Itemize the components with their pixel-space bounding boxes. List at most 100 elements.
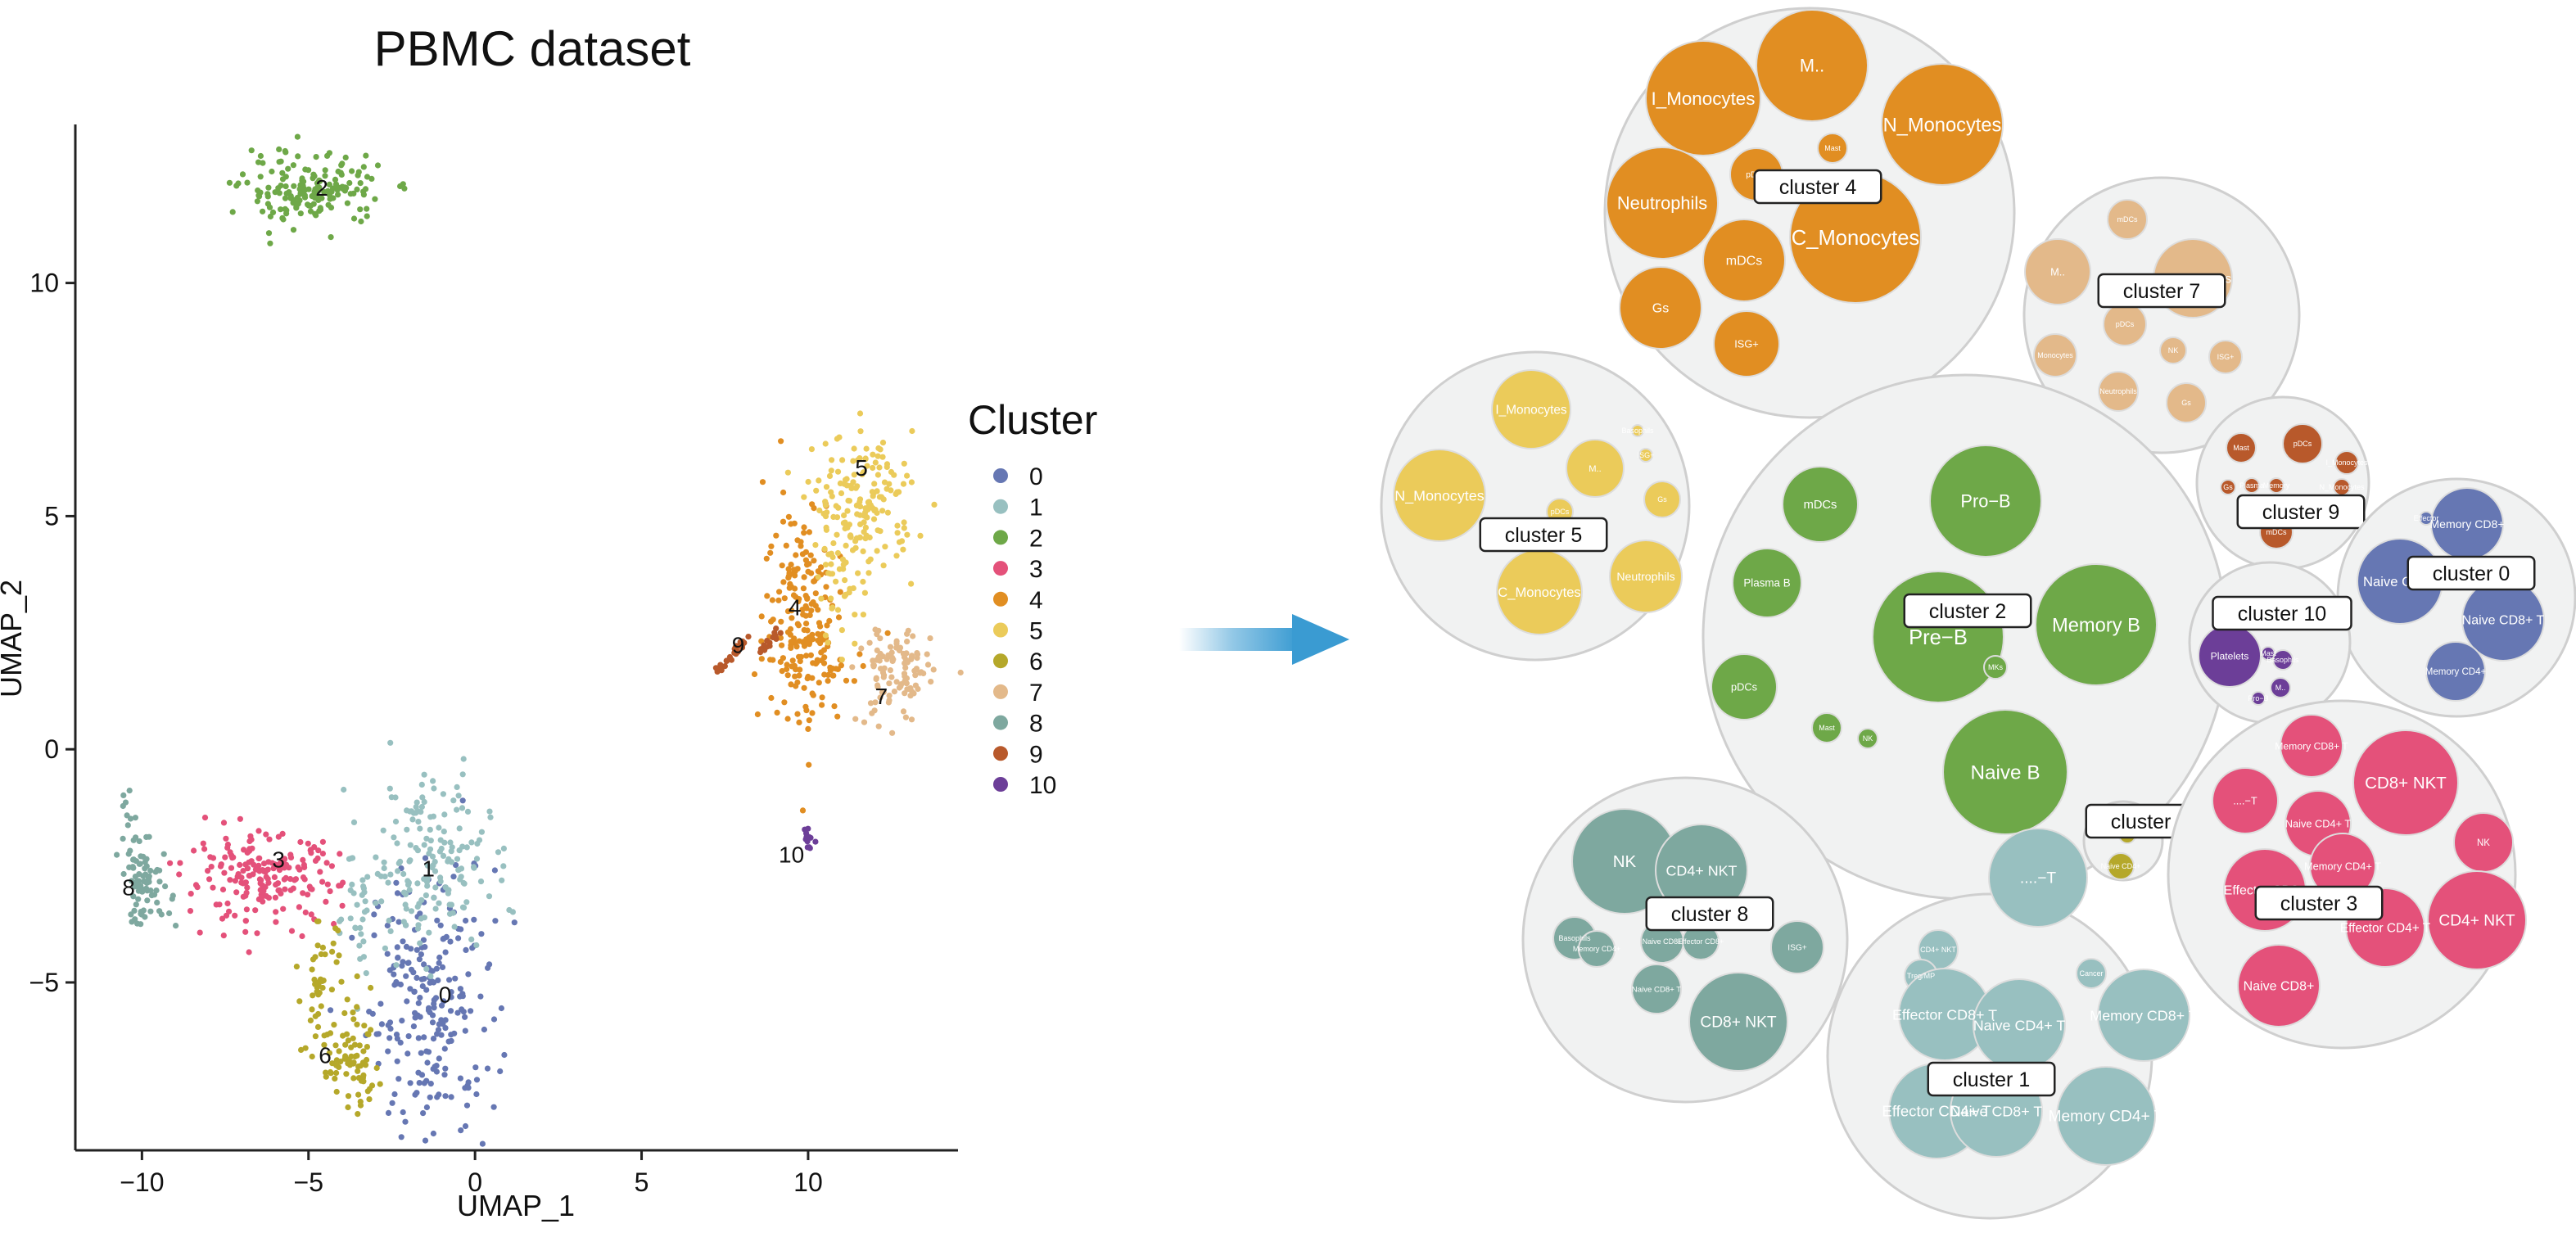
umap-point [459, 797, 466, 804]
umap-point [863, 445, 870, 452]
umap-point [389, 1100, 395, 1106]
umap-point [176, 871, 183, 878]
umap-point [804, 675, 811, 682]
bubble-celltype [1491, 369, 1571, 449]
umap-point [364, 1031, 371, 1037]
umap-point [282, 195, 289, 201]
umap-point [226, 908, 233, 915]
umap-point [142, 871, 149, 878]
umap-point [260, 160, 266, 166]
umap-point [829, 457, 835, 463]
umap-point [439, 964, 446, 970]
bubble-group-cluster-5: I_Monocytes N_Monocytes M.. Gs Neutrophils C_… [1380, 350, 1691, 662]
umap-point [246, 859, 252, 865]
umap-point [468, 1008, 474, 1014]
umap-point [763, 555, 770, 562]
bubble-celltype-label: Memory CD4+ [1573, 945, 1620, 953]
cluster-tag-label: cluster 2 [1929, 600, 2006, 623]
umap-point [264, 875, 271, 883]
umap-point [855, 570, 861, 576]
cluster-tag-box [2097, 273, 2226, 309]
umap-point [233, 889, 240, 896]
umap-point [838, 490, 845, 497]
bubble-celltype-label: Naive CD4+ [2101, 862, 2141, 870]
umap-point [450, 797, 457, 804]
umap-point [784, 469, 792, 476]
umap-point [423, 835, 430, 842]
bubble-celltype [2097, 969, 2190, 1062]
bubble-celltype [2237, 944, 2321, 1027]
umap-point [465, 1085, 472, 1091]
bubble-celltype-label: Gs [1652, 302, 1669, 316]
umap-point [385, 1109, 392, 1116]
umap-point [884, 509, 891, 516]
bubble-celltype-label: Naive CD8+ T [1632, 985, 1681, 994]
umap-point [323, 860, 330, 866]
umap-point [295, 864, 301, 870]
umap-point [255, 855, 262, 862]
umap-point [427, 838, 434, 844]
umap-point [352, 924, 359, 931]
umap-point [290, 227, 297, 233]
umap-point [824, 622, 830, 629]
umap-point [345, 1104, 351, 1111]
umap-point [278, 183, 284, 189]
umap-point [338, 916, 345, 923]
umap-point [307, 1017, 314, 1023]
umap-point [888, 468, 895, 476]
umap-point [468, 839, 475, 846]
umap-cluster-label: 7 [875, 684, 888, 709]
umap-point [477, 993, 484, 1000]
umap-point [894, 522, 901, 529]
umap-point [900, 481, 907, 487]
cluster-tag-label: cluster 3 [2280, 892, 2357, 915]
umap-point [129, 919, 135, 925]
umap-point [322, 167, 328, 174]
umap-point [319, 851, 326, 857]
umap-point [826, 472, 834, 480]
umap-point [462, 1014, 468, 1020]
umap-point [788, 562, 794, 568]
umap-point [257, 880, 264, 887]
umap-point [232, 878, 238, 884]
umap-point [312, 210, 319, 217]
bubble-group-cluster-10: Platelets Basophils M.. Pro−B Mast cluster 10 [2188, 561, 2352, 725]
umap-point [808, 446, 816, 453]
umap-point [886, 693, 893, 699]
umap-point [801, 494, 807, 500]
bubble-celltype [1929, 445, 2042, 558]
umap-point [126, 788, 133, 794]
umap-point [924, 651, 930, 657]
bubble-celltype [1638, 448, 1653, 463]
umap-point [114, 851, 120, 858]
umap-point [872, 459, 879, 466]
umap-point [306, 883, 313, 890]
umap-point [386, 917, 392, 924]
umap-point [448, 901, 455, 908]
umap-point [134, 920, 141, 927]
umap-point [912, 672, 919, 679]
umap-point [394, 840, 400, 847]
bubble-celltype [1619, 266, 1702, 350]
umap-point [323, 898, 329, 905]
bubble-celltype-label: Memory CD8+ T [2090, 1007, 2197, 1023]
umap-point [404, 826, 410, 833]
cluster-tag-label: cluster 0 [2433, 562, 2510, 585]
umap-point [864, 514, 870, 521]
umap-point [805, 568, 811, 575]
umap-panel: PBMC dataset 0 1 2 3 4 5 6 7 8 9 10 −10 −5 0 5 10 −5 0 5… [0, 21, 964, 1222]
bubble-group-cluster-7: mDCsM..N_MonocytespDCsMonocytesNKISG+Neu… [2022, 176, 2301, 454]
umap-point [837, 589, 843, 595]
umap-point [875, 445, 882, 452]
umap-point [860, 612, 866, 618]
umap-point [834, 713, 841, 720]
umap-point [349, 168, 355, 174]
umap-point [220, 820, 228, 826]
umap-point [794, 711, 801, 717]
umap-point [860, 548, 866, 555]
umap-point [319, 878, 326, 885]
bubble-celltype-label: ....−T [2020, 870, 2057, 887]
umap-point [862, 456, 869, 463]
bubble-celltype [2166, 382, 2207, 423]
umap-point [364, 205, 370, 212]
